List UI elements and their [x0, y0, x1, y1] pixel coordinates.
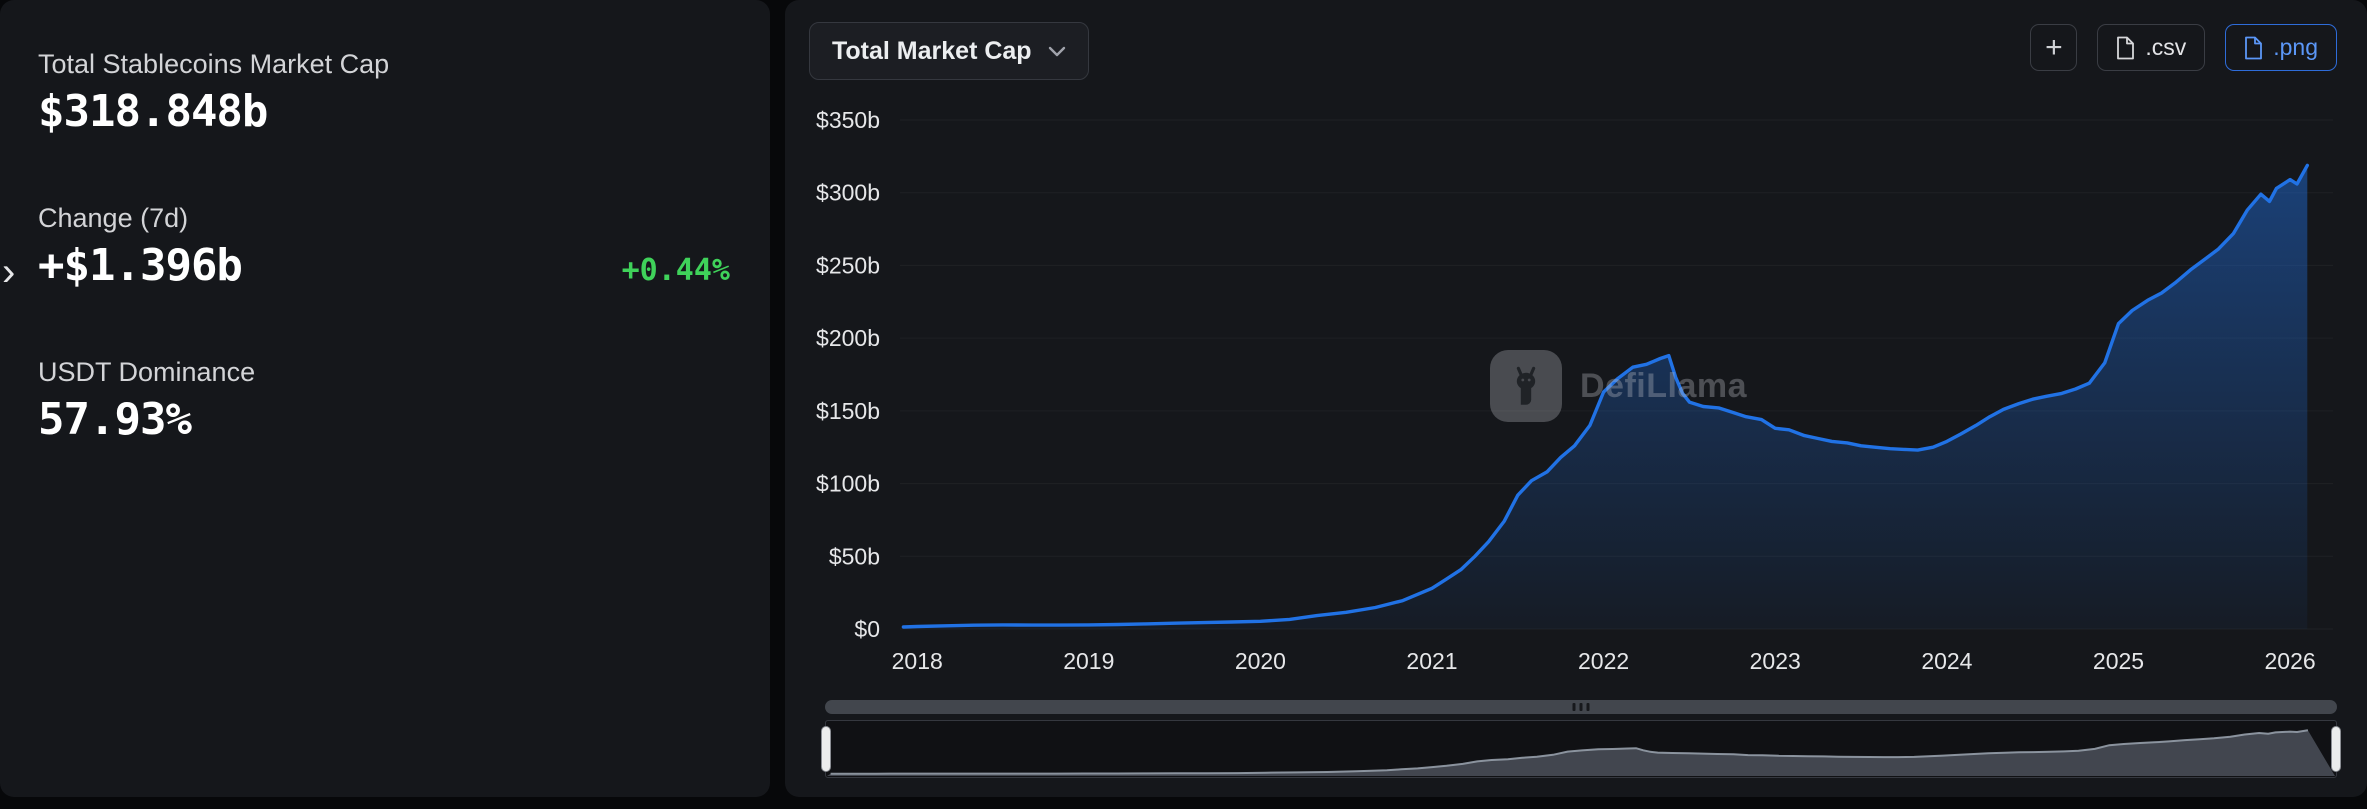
x-axis-tick-label: 2026	[2265, 648, 2316, 674]
x-axis-tick-label: 2025	[2093, 648, 2144, 674]
change-row: +$1.396b +0.44%	[38, 234, 730, 292]
x-axis-tick-label: 2018	[892, 648, 943, 674]
y-axis-tick-label: $150b	[816, 398, 880, 424]
csv-button-label: .csv	[2145, 34, 2187, 60]
x-axis-tick-label: 2024	[1921, 648, 1972, 674]
download-png-button[interactable]: .png	[2225, 24, 2337, 71]
stat-value: 57.93%	[38, 394, 192, 445]
stat-usdt-dominance: USDT Dominance 57.93%	[38, 356, 730, 446]
file-icon	[2245, 36, 2263, 59]
market-cap-area	[903, 165, 2308, 629]
x-axis-tick-label: 2022	[1578, 648, 1629, 674]
file-icon	[2117, 36, 2135, 59]
brush-scrollbar[interactable]	[825, 700, 2337, 714]
y-axis-tick-label: $350b	[816, 107, 880, 133]
brush-area-silhouette	[827, 730, 2335, 776]
x-axis-tick-label: 2020	[1235, 648, 1286, 674]
brush-line-silhouette	[830, 729, 2309, 775]
brush-preview[interactable]	[821, 720, 2341, 778]
stat-label: Total Stablecoins Market Cap	[38, 49, 390, 79]
metric-dropdown-label: Total Market Cap	[832, 36, 1032, 65]
y-axis-tick-label: $0	[854, 616, 880, 642]
expand-chevron-icon[interactable]: ›	[2, 250, 16, 294]
x-axis-tick-label: 2021	[1406, 648, 1457, 674]
scrollbar-grip-icon[interactable]	[1572, 703, 1590, 711]
brush-handle-right[interactable]	[2331, 726, 2341, 772]
chart-header: Total Market Cap + .csv	[785, 0, 2367, 80]
stat-total-market-cap: Total Stablecoins Market Cap $318.848b	[38, 48, 730, 138]
market-cap-chart: $0 $50b $100b $150b $200b $250b $300b $350b 2018…	[816, 107, 2333, 674]
brush-preview-chart	[827, 729, 2335, 776]
stat-change-7d: Change (7d) +$1.396b +0.44%	[38, 202, 730, 292]
chevron-down-icon	[1048, 46, 1065, 56]
stat-value: +$1.396b	[38, 240, 243, 291]
x-axis-tick-label: 2019	[1063, 648, 1114, 674]
metric-dropdown[interactable]: Total Market Cap	[809, 22, 1089, 80]
chart-panel: Total Market Cap + .csv	[785, 0, 2367, 797]
x-axis-tick-label: 2023	[1750, 648, 1801, 674]
chart-canvas[interactable]: $0 $50b $100b $150b $200b $250b $300b $350b 2018…	[785, 86, 2345, 686]
market-cap-line	[901, 163, 2309, 629]
y-axis-tick-label: $200b	[816, 325, 880, 351]
png-button-label: .png	[2273, 34, 2318, 60]
export-button-group: + .csv .png	[2030, 24, 2337, 71]
brush-handle-left[interactable]	[821, 726, 831, 772]
stat-label: USDT Dominance	[38, 357, 256, 387]
download-csv-button[interactable]: .csv	[2097, 24, 2206, 71]
y-axis-tick-label: $250b	[816, 252, 880, 278]
time-range-brush	[821, 700, 2341, 778]
change-percent: +0.44%	[621, 253, 730, 288]
y-axis-tick-label: $100b	[816, 471, 880, 497]
stats-panel: › Total Stablecoins Market Cap $318.848b…	[0, 0, 770, 797]
stat-value: $318.848b	[38, 86, 268, 137]
stat-label: Change (7d)	[38, 203, 189, 233]
y-axis-tick-label: $300b	[816, 180, 880, 206]
add-chart-button[interactable]: +	[2030, 24, 2078, 71]
y-axis-tick-label: $50b	[829, 543, 880, 569]
